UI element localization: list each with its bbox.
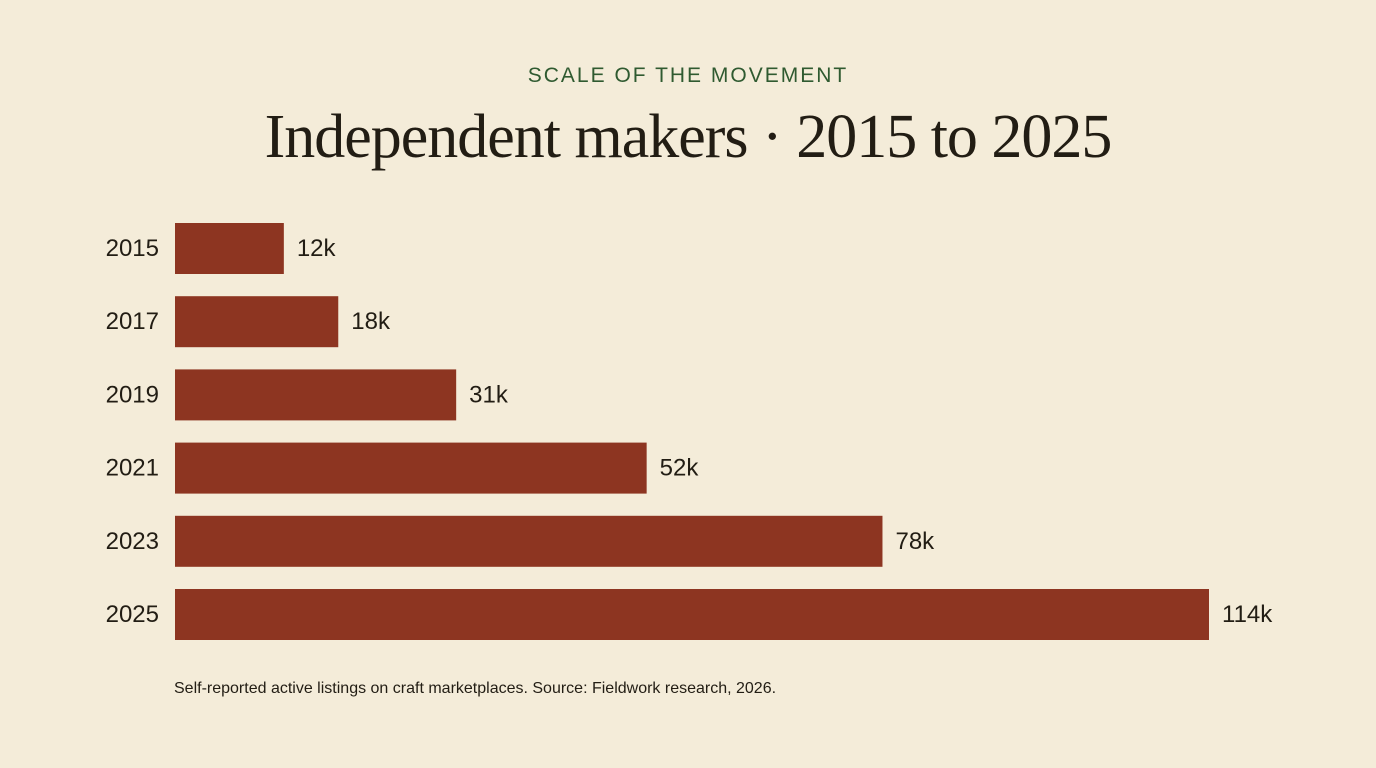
bar-value-label: 31k: [469, 381, 509, 408]
y-tick-label: 2023: [106, 528, 159, 555]
chart-eyebrow: SCALE OF THE MOVEMENT: [527, 64, 849, 87]
bar-value-label: 114k: [1222, 601, 1273, 628]
bar: [175, 515, 883, 567]
y-tick-label: 2021: [106, 455, 159, 482]
bar: [175, 369, 457, 421]
bar-chart: 2015 12k 2017 18k 2019 31k 2021 52k 2023 78k 2025 1…: [106, 223, 1273, 640]
bar: [175, 589, 1209, 640]
chart-footnote: Self-reported active listings on craft m…: [174, 680, 777, 697]
y-tick-label: 2017: [106, 308, 159, 335]
bar: [175, 296, 339, 348]
bar: [175, 442, 647, 494]
bar-value-label: 78k: [895, 528, 935, 555]
y-tick-label: 2025: [106, 601, 159, 628]
bar-value-label: 52k: [660, 455, 700, 482]
y-tick-label: 2019: [106, 381, 159, 408]
y-tick-label: 2015: [106, 235, 159, 262]
chart-title: Independent makers · 2015 to 2025: [264, 103, 1113, 171]
bar-value-label: 12k: [297, 235, 337, 262]
bar-value-label: 18k: [351, 308, 391, 335]
bar: [175, 223, 284, 274]
